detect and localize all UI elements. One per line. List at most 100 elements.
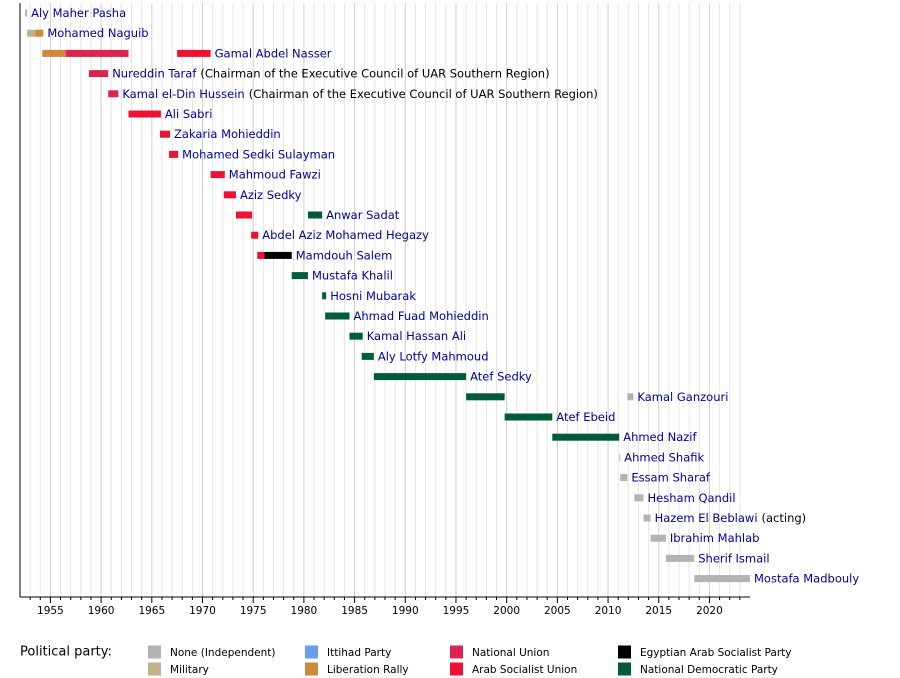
row-label: Ali Sabri (165, 107, 212, 121)
person-name: Essam Sharaf (631, 470, 711, 484)
name-note: (acting) (762, 511, 807, 525)
row-label: Ibrahim Mahlab (670, 531, 760, 545)
row-label: Atef Ebeid (556, 410, 615, 424)
term-bar (361, 352, 374, 360)
row-label: Kamal el-Din Hussein (Chairman of the Exe… (122, 86, 598, 100)
term-bar (35, 29, 44, 37)
row-label: Sherif Ismail (698, 551, 769, 565)
person-name: Aly Maher Pasha (31, 6, 126, 20)
person-name: Atef Sedky (470, 369, 532, 383)
term-bar (665, 554, 695, 562)
row-label: Atef Sedky (470, 369, 532, 383)
person-name: Hosni Mubarak (330, 288, 416, 302)
term-bar (634, 494, 644, 502)
row-label: Mostafa Madbouly (754, 571, 859, 585)
row-label: Aly Lotfy Mahmoud (378, 349, 489, 363)
row-label: Zakaria Mohieddin (174, 127, 281, 141)
term-bar (627, 393, 634, 401)
person-name: Ahmad Fuad Mohieddin (354, 309, 489, 323)
person-name: Hazem El Beblawi (655, 511, 758, 525)
person-name: Atef Ebeid (556, 410, 615, 424)
person-name: Ahmed Nazif (623, 430, 697, 444)
term-bar (27, 29, 36, 37)
row-label: Aziz Sedky (240, 187, 302, 201)
row-label: Anwar Sadat (326, 208, 400, 222)
row-label: Ahmed Nazif (623, 430, 697, 444)
x-tick-label: 2010 (595, 605, 622, 617)
term-bar (325, 312, 350, 320)
row-label: Abdel Aziz Mohamed Hegazy (262, 228, 429, 242)
row-label: Hosni Mubarak (330, 288, 416, 302)
term-bar (65, 49, 129, 57)
term-bar (159, 130, 171, 138)
row-label: Mahmoud Fawzi (229, 167, 321, 181)
person-name: Mostafa Madbouly (754, 571, 859, 585)
person-name: Mustafa Khalil (312, 268, 393, 282)
legend-swatch (618, 662, 631, 676)
row-label: Aly Maher Pasha (31, 6, 126, 20)
person-name: Aziz Sedky (240, 187, 302, 201)
x-tick-label: 1985 (341, 605, 368, 617)
row-label: Kamal Ganzouri (637, 389, 728, 403)
term-bar (504, 413, 553, 421)
person-name: Ibrahim Mahlab (670, 531, 760, 545)
person-name: Kamal el-Din Hussein (122, 86, 244, 100)
term-bar (108, 90, 119, 98)
term-bar (169, 150, 179, 158)
person-name: Sherif Ismail (698, 551, 769, 565)
name-note: (Chairman of the Executive Council of UA… (200, 66, 549, 80)
legend-swatch (148, 662, 161, 676)
x-tick-label: 1995 (443, 605, 470, 617)
legend-swatch (450, 662, 463, 676)
legend-label: National Democratic Party (640, 664, 778, 676)
row-label: Ahmed Shafik (624, 450, 704, 464)
row-label: Hesham Qandil (648, 490, 736, 504)
term-bar (177, 49, 211, 57)
person-name: Hesham Qandil (648, 490, 736, 504)
term-bar (349, 332, 363, 340)
row-label: Hazem El Beblawi (acting) (655, 511, 807, 525)
row-label: Nureddin Taraf (Chairman of the Executive… (112, 66, 549, 80)
person-name: Zakaria Mohieddin (174, 127, 281, 141)
legend-swatch (305, 645, 318, 659)
x-tick-label: 1965 (138, 605, 165, 617)
legend-label: National Union (472, 647, 549, 659)
x-tick-label: 1990 (392, 605, 419, 617)
row-label: Kamal Hassan Ali (367, 329, 466, 343)
legend-label: Arab Socialist Union (472, 664, 577, 676)
x-tick-label: 2015 (645, 605, 672, 617)
legend-swatch (450, 645, 463, 659)
term-bar (257, 251, 265, 259)
person-name: Abdel Aziz Mohamed Hegazy (262, 228, 429, 242)
person-name: Ali Sabri (165, 107, 212, 121)
row-label: Mamdouh Salem (296, 248, 393, 262)
term-bar (128, 110, 161, 118)
row-label: Mohamed Naguib (47, 26, 148, 40)
term-bar (552, 433, 620, 441)
legend-label: Liberation Rally (327, 664, 409, 676)
term-bar (42, 49, 66, 57)
x-tick-label: 1955 (37, 605, 64, 617)
person-name: Mamdouh Salem (296, 248, 393, 262)
person-name: Anwar Sadat (326, 208, 400, 222)
term-bar (619, 453, 621, 461)
x-tick-label: 1960 (88, 605, 115, 617)
row-label: Gamal Abdel Nasser (215, 46, 332, 60)
legend-swatch (618, 645, 631, 659)
term-bar (307, 211, 323, 219)
x-tick-label: 1975 (240, 605, 267, 617)
term-bar (373, 373, 467, 381)
x-tick-label: 1970 (189, 605, 216, 617)
person-name: Mohamed Naguib (47, 26, 148, 40)
x-tick-label: 1980 (291, 605, 318, 617)
person-name: Kamal Hassan Ali (367, 329, 466, 343)
row-label: Essam Sharaf (631, 470, 711, 484)
x-tick-label: 2020 (696, 605, 723, 617)
x-tick-label: 2005 (544, 605, 571, 617)
term-bar (210, 171, 225, 179)
legend-label: Ittihad Party (327, 647, 391, 659)
x-tick-label: 2000 (493, 605, 520, 617)
legend-label: Egyptian Arab Socialist Party (640, 647, 792, 659)
row-label: Mustafa Khalil (312, 268, 393, 282)
